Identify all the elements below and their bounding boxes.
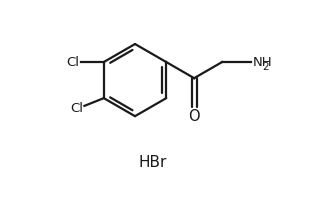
Text: 2: 2 [262, 62, 269, 72]
Text: O: O [188, 109, 200, 124]
Text: NH: NH [252, 55, 272, 69]
Text: HBr: HBr [139, 155, 167, 170]
Text: Cl: Cl [66, 55, 79, 69]
Text: Cl: Cl [70, 102, 83, 115]
